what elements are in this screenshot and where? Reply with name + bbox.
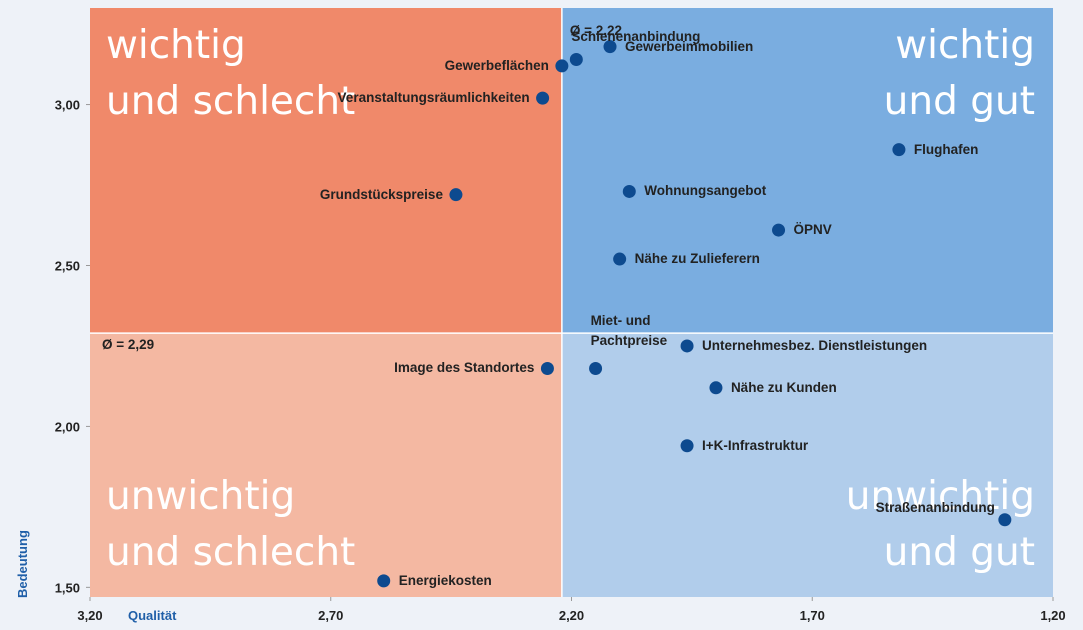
point (449, 188, 463, 202)
quadrant-label-line: unwichtig (106, 474, 296, 519)
point-label: I+K-Infrastruktur (702, 437, 809, 453)
quadrant-label-line: und schlecht (106, 79, 356, 124)
mean-label: Ø = 2,29 (102, 337, 154, 352)
quadrant-label-line: und gut (883, 79, 1035, 124)
quadrant-label: wichtig und schlecht (106, 18, 355, 130)
point (377, 574, 391, 588)
point (622, 184, 636, 198)
point (603, 40, 617, 54)
point (772, 223, 786, 237)
point (569, 52, 583, 66)
point-label: Nähe zu Kunden (730, 379, 837, 395)
point-label: ÖPNV (793, 222, 832, 238)
point-label: Schienenanbindung (571, 29, 701, 45)
point (589, 361, 603, 375)
point (998, 513, 1012, 527)
point (680, 439, 694, 453)
quadrant (90, 8, 562, 334)
point (540, 361, 554, 375)
y-axis-label: Bedeutung (15, 530, 30, 598)
point-label: Veranstaltungsräumlichkeiten (337, 90, 530, 106)
y-tick-label: 2,50 (55, 258, 80, 273)
point-label: Unternehmesbez. Dienstleistungen (702, 337, 928, 353)
x-axis-label: Qualität (128, 608, 177, 623)
quadrant (561, 8, 1053, 334)
x-tick-label: 1,70 (800, 608, 825, 623)
point-label: Energiekosten (398, 572, 492, 588)
quadrant-label: wichtig und gut (884, 18, 1035, 130)
quadrant-label: unwichtig und schlecht (106, 469, 355, 581)
point-label: Wohnungsangebot (644, 183, 767, 199)
point-label: Grundstückspreise (319, 186, 443, 202)
quadrant-label-line: und gut (883, 530, 1035, 575)
quadrant-label-line: wichtig (106, 23, 246, 68)
point-label: Flughafen (913, 141, 979, 157)
point-label: Gewerbeflächen (444, 57, 549, 73)
point-label: Miet- und Pachtpreise (590, 313, 668, 349)
quadrant-label: unwichtig und gut (846, 469, 1035, 581)
point (892, 143, 906, 157)
point-label: Straßenanbindung (875, 499, 995, 515)
quadrant (561, 333, 1053, 597)
point-label: Nähe zu Zulieferern (634, 251, 760, 267)
quadrant-label-line: und schlecht (106, 530, 356, 575)
y-tick-label: 3,00 (55, 98, 80, 113)
y-tick-label: 1,50 (55, 580, 80, 595)
y-tick-label: 2,00 (55, 419, 80, 434)
point (555, 59, 569, 73)
point (536, 91, 550, 105)
point (680, 339, 694, 353)
point-label: Gewerbeimmobilien (625, 38, 754, 54)
quadrant-label-line: unwichtig (845, 474, 1035, 519)
point-label: Image des Standortes (394, 360, 535, 376)
x-tick-label: 1,20 (1040, 608, 1065, 623)
x-tick-label: 2,70 (318, 608, 343, 623)
x-tick-label: 2,20 (559, 608, 584, 623)
point (613, 252, 627, 266)
quadrant-label-line: wichtig (895, 23, 1035, 68)
quadrant (90, 333, 562, 597)
point (709, 381, 723, 395)
x-tick-label: 3,20 (77, 608, 102, 623)
mean-label: Ø = 2,22 (570, 23, 622, 38)
